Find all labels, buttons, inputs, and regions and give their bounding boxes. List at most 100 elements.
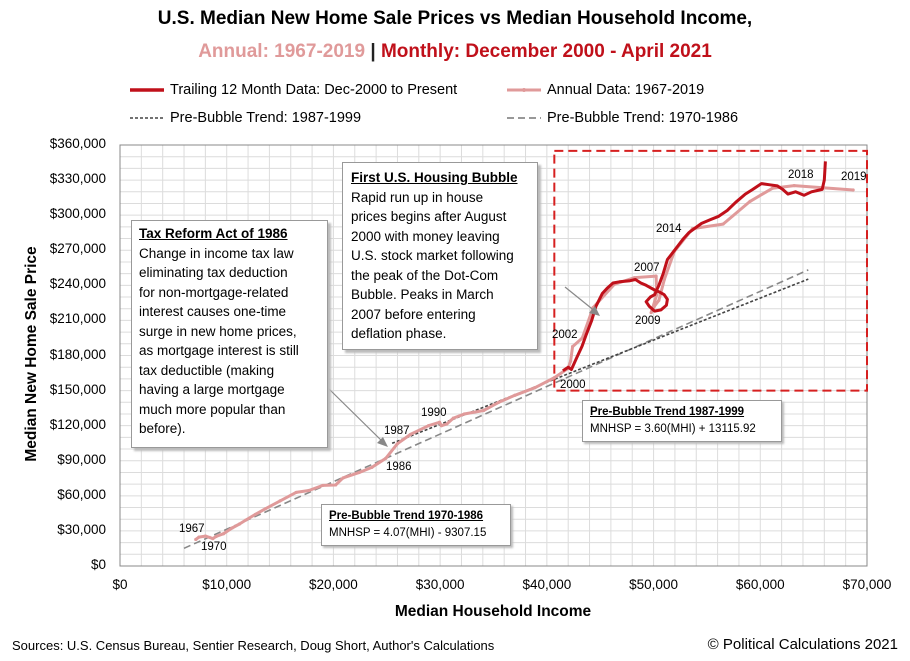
tax-reform-line: as mortgage interest is still: [139, 343, 299, 358]
annual-data-point: [569, 359, 573, 363]
annual-data-point: [384, 456, 388, 461]
tax-reform-line: for non-mortgage-related: [139, 284, 289, 300]
annual-data-point: [321, 483, 325, 488]
annual-data-point: [513, 393, 517, 397]
bubble-arrow-head: [589, 306, 600, 316]
y-tick-label: $240,000: [49, 276, 106, 292]
annual-data-point: [649, 310, 653, 315]
x-tick-label: $40,000: [522, 577, 572, 592]
bubble-heading: First U.S. Housing Bubble: [351, 170, 518, 185]
annual-data-point: [770, 186, 775, 190]
bubble-line: 2000 with money leaving: [351, 228, 500, 244]
x-tick-label: $20,000: [309, 577, 358, 592]
x-tick-label: $0: [112, 577, 128, 592]
trend-1987-formula: MNHSP = 3.60(MHI) + 13115.92: [590, 423, 756, 435]
y-tick-label: $300,000: [49, 206, 106, 222]
legend-swatch-trailing: [130, 88, 164, 92]
x-tick-label: $30,000: [415, 577, 465, 592]
legend-trend1987: Pre-Bubble Trend: 1987-1999: [128, 110, 361, 126]
annual-data-point: [197, 535, 201, 539]
legend-label-annual: Annual Data: 1967-2019: [547, 82, 705, 98]
annual-data-point: [654, 274, 658, 278]
annual-data-point: [357, 470, 361, 475]
y-tick-label: $30,000: [57, 521, 106, 537]
trend-1987-line: [391, 278, 809, 445]
annual-data-point: [203, 534, 207, 538]
annual-data-point: [230, 526, 234, 530]
annual-data-point: [533, 386, 537, 390]
trend-1987-heading: Pre-Bubble Trend 1987-1999: [590, 406, 745, 418]
year-label-2018: 2018: [788, 169, 814, 181]
tax-reform-line: tax deductible (making: [139, 362, 275, 378]
bubble-line: 2007 before entering: [351, 306, 476, 322]
annual-data-point: [580, 336, 584, 340]
annual-data-point: [370, 465, 374, 470]
annual-data-point: [792, 183, 796, 188]
bubble-line: Rapid run up in house: [351, 189, 484, 205]
annual-data-point: [497, 400, 501, 404]
annual-data-point: [333, 483, 338, 487]
annual-data-point: [652, 305, 656, 309]
annual-data-point: [395, 442, 399, 446]
tax-reform-line: much more popular than: [139, 401, 286, 417]
legend-swatch-trend1970: [507, 117, 541, 119]
legend-label-trailing: Trailing 12 Month Data: Dec-2000 to Pres…: [170, 82, 458, 98]
annual-data-point: [426, 424, 431, 428]
annual-data-point: [482, 408, 486, 413]
y-tick-label: $180,000: [49, 346, 106, 362]
annual-data-point: [221, 532, 226, 536]
y-tick-label: $360,000: [49, 136, 106, 151]
legend-label-trend1987: Pre-Bubble Trend: 1987-1999: [170, 110, 362, 126]
year-label-2019: 2019: [841, 171, 867, 183]
annual-data-point: [211, 537, 215, 541]
bubble-highlight-box: [553, 149, 868, 392]
year-label-1986: 1986: [386, 461, 412, 473]
bubble-line: deflation phase.: [351, 326, 447, 341]
sources-footer: Sources: U.S. Census Bureau, Sentier Res…: [12, 638, 495, 653]
tax-reform-heading: Tax Reform Act of 1986: [139, 226, 288, 241]
year-label-1970: 1970: [201, 541, 227, 553]
annual-data-point: [278, 499, 282, 503]
x-tick-label: $70,000: [842, 577, 892, 592]
copyright-footer: © Political Calculations 2021: [707, 636, 898, 653]
tax-reform-arrow: [327, 387, 385, 444]
annual-data-point: [439, 424, 444, 428]
y-tick-label: $0: [90, 557, 106, 572]
tax-reform-text: Change in income tax law eliminating tax …: [139, 244, 320, 439]
annual-data-point: [253, 512, 258, 516]
year-label-2000: 2000: [560, 379, 586, 391]
y-tick-label: $120,000: [49, 416, 106, 432]
chart-subtitle: Annual: 1967-2019 | Monthly: December 20…: [0, 41, 910, 63]
annual-data-point: [307, 488, 311, 493]
annual-data-point: [721, 222, 725, 226]
annual-data-point: [662, 277, 667, 281]
trend-1987-equation-box: Pre-Bubble Trend 1987-1999 MNHSP = 3.60(…: [582, 400, 782, 442]
annual-data-point: [214, 534, 218, 539]
tax-reform-line: surge in new home prices,: [139, 323, 297, 339]
annual-data-point: [408, 432, 413, 437]
subtitle-separator: |: [370, 41, 376, 62]
annual-data-point: [451, 416, 455, 420]
annual-data-point: [294, 490, 298, 495]
y-tick-label: $210,000: [49, 311, 106, 327]
annual-data-point: [194, 537, 198, 542]
y-tick-label: $150,000: [49, 381, 106, 397]
x-tick-label: $60,000: [735, 577, 785, 592]
year-label-1967: 1967: [179, 523, 205, 535]
legend-trend1970: Pre-Bubble Trend: 1970-1986: [505, 110, 738, 126]
legend-label-trend1970: Pre-Bubble Trend: 1970-1986: [547, 110, 739, 126]
tax-reform-arrow-head: [377, 437, 388, 447]
year-label-2014: 2014: [656, 223, 682, 235]
tax-reform-line: Change in income tax law: [139, 245, 294, 261]
annual-data-point: [851, 188, 855, 192]
series-group: [183, 161, 855, 550]
y-tick-label: $270,000: [49, 241, 106, 257]
annual-data-point: [237, 522, 242, 526]
trend-1970-equation-box: Pre-Bubble Trend 1970-1986 MNHSP = 4.07(…: [321, 504, 511, 546]
y-tick-label: $90,000: [57, 451, 106, 467]
annual-data-point: [437, 420, 442, 424]
tax-reform-line: having a large mortgage: [139, 382, 285, 397]
x-tick-label: $10,000: [202, 577, 252, 592]
tax-reform-line: eliminating tax deduction: [139, 265, 288, 280]
annual-data-point: [552, 376, 556, 380]
